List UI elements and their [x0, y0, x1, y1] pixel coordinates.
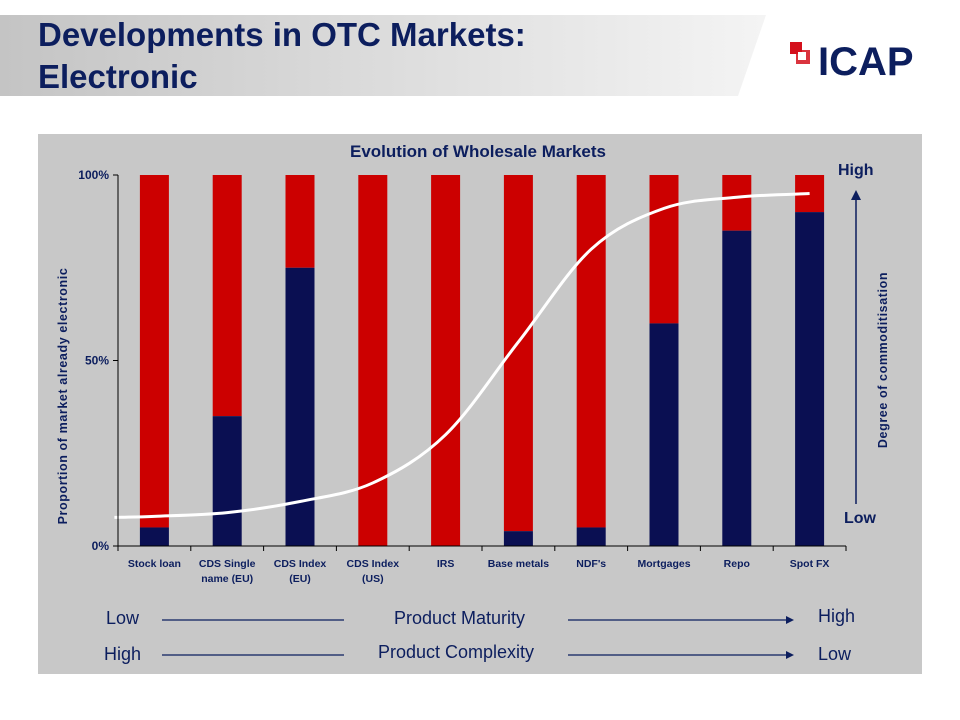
bar-electronic-9 [795, 212, 825, 546]
complexity-low-label: Low [818, 644, 852, 664]
maturity-label: Product Maturity [394, 608, 526, 628]
maturity-arrowhead-icon [786, 616, 794, 624]
bar-electronic-7 [649, 323, 679, 546]
x-tick-label: (EU) [289, 573, 311, 585]
chart-title: Evolution of Wholesale Markets [350, 142, 606, 161]
bar-remainder-0 [139, 175, 169, 528]
bar-electronic-8 [722, 230, 752, 546]
commoditisation-low-label: Low [844, 510, 876, 527]
bar-chart: 0% 50% 100% Stock loan CDS Single name (EU) CD… [78, 168, 861, 585]
maturity-low-label: Low [106, 608, 140, 628]
x-tick-label: CDS Index [347, 558, 400, 570]
x-tick-label: Stock loan [128, 558, 181, 570]
y-tick-label: 0% [92, 539, 110, 553]
header-band [0, 15, 766, 96]
x-tick-label: CDS Single [199, 558, 256, 570]
complexity-high-label: High [104, 644, 142, 664]
x-tick-label: Mortgages [637, 558, 690, 570]
x-tick-label: CDS Index [274, 558, 327, 570]
logo-text: ICAP [818, 40, 914, 82]
x-tick-label: IRS [437, 558, 455, 570]
bar-remainder-4 [431, 175, 461, 546]
page-title: Developments in OTC Markets: Electronic [38, 16, 526, 95]
bar-remainder-2 [285, 175, 315, 268]
commoditisation-curve [114, 192, 810, 519]
bar-electronic-1 [212, 416, 242, 546]
x-tick-label: Spot FX [790, 558, 830, 570]
x-tick-label: name (EU) [201, 573, 253, 585]
x-tick-label: Repo [724, 558, 750, 570]
bar-remainder-7 [649, 175, 679, 324]
icap-logo-icon: ICAP [790, 40, 914, 82]
y-tick-label: 100% [78, 168, 109, 182]
bottom-arrows [162, 616, 794, 659]
bar-electronic-0 [139, 527, 169, 546]
complexity-arrowhead-icon [786, 651, 794, 659]
bar-remainder-8 [722, 175, 752, 231]
commoditisation-high-label: High [838, 162, 874, 179]
maturity-high-label: High [818, 606, 856, 626]
complexity-label: Product Complexity [378, 642, 535, 662]
bar-electronic-6 [576, 527, 606, 546]
bar-remainder-6 [576, 175, 606, 528]
x-tick-label: NDF's [576, 558, 606, 570]
x-tick-label: (US) [362, 573, 384, 585]
commoditisation-arrowhead-icon [851, 190, 861, 200]
bar-remainder-1 [212, 175, 242, 417]
chart-panel: Evolution of Wholesale Markets 0% 50% 100%… [38, 134, 922, 674]
y-tick-label: 50% [85, 354, 109, 368]
x-tick-label: Base metals [488, 558, 549, 570]
bar-electronic-5 [503, 531, 533, 546]
